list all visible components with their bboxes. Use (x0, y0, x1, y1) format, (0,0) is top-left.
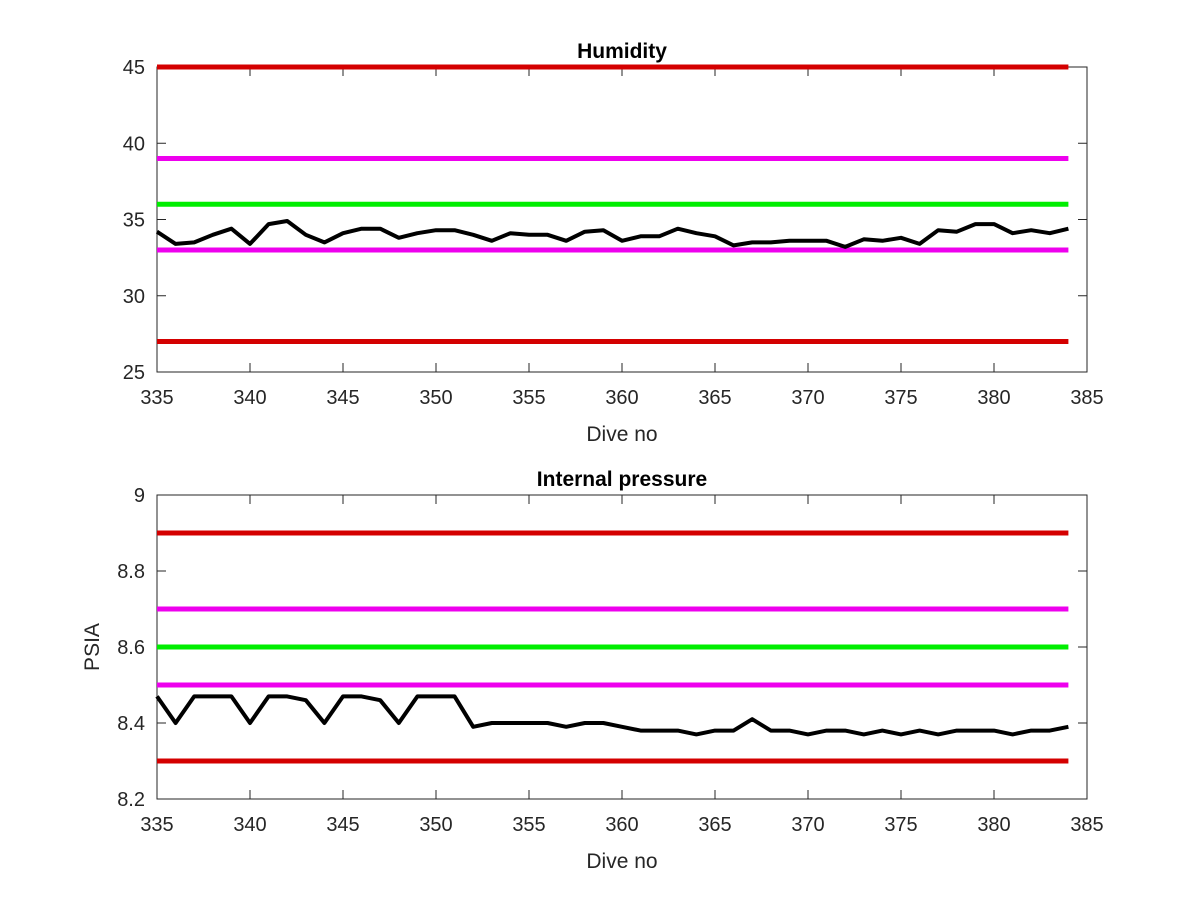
y-tick-label: 9 (134, 485, 145, 507)
x-axis-label: Dive no (586, 850, 657, 873)
series-line (155, 694, 1069, 737)
x-tick-label: 380 (977, 387, 1010, 409)
axes-box (156, 66, 1088, 373)
y-tick-label: 30 (123, 286, 145, 308)
x-tick-label: 380 (977, 814, 1010, 836)
y-tick-label: 35 (123, 210, 145, 232)
x-tick-label: 340 (233, 814, 266, 836)
series-line (155, 219, 1069, 249)
x-tick-label: 355 (512, 387, 545, 409)
x-tick-label: 335 (140, 387, 173, 409)
x-tick-label: 345 (326, 814, 359, 836)
chart-title: Internal pressure (537, 468, 707, 491)
x-tick-label: 345 (326, 387, 359, 409)
y-axis-label: PSIA (81, 623, 104, 671)
x-tick-label: 360 (605, 387, 638, 409)
x-tick-label: 370 (791, 814, 824, 836)
x-tick-label: 365 (698, 814, 731, 836)
x-tick-label: 385 (1070, 387, 1103, 409)
x-tick-label: 350 (419, 814, 452, 836)
x-tick-label: 340 (233, 387, 266, 409)
y-tick-label: 25 (123, 362, 145, 384)
y-tick-label: 8.6 (117, 637, 145, 659)
internal-pressure-subplot: 335 340 345 350 355 360 365 370 375 380 385 8.2 8.4 8… (81, 468, 1104, 873)
y-tick-label: 8.4 (117, 713, 145, 735)
x-tick-label: 335 (140, 814, 173, 836)
x-tick-label: 350 (419, 387, 452, 409)
y-tick-label: 8.8 (117, 561, 145, 583)
x-tick-label: 370 (791, 387, 824, 409)
humidity-subplot: 335 340 345 350 355 360 365 370 375 380 385 25 30 35 4… (123, 40, 1104, 446)
x-tick-label: 375 (884, 387, 917, 409)
y-tick-label: 45 (123, 57, 145, 79)
chart-title: Humidity (577, 40, 667, 63)
y-tick-label: 40 (123, 133, 145, 155)
x-axis-label: Dive no (586, 423, 657, 446)
x-tick-label: 385 (1070, 814, 1103, 836)
x-tick-label: 355 (512, 814, 545, 836)
x-tick-label: 365 (698, 387, 731, 409)
x-tick-label: 360 (605, 814, 638, 836)
x-tick-label: 375 (884, 814, 917, 836)
y-tick-label: 8.2 (117, 789, 145, 811)
